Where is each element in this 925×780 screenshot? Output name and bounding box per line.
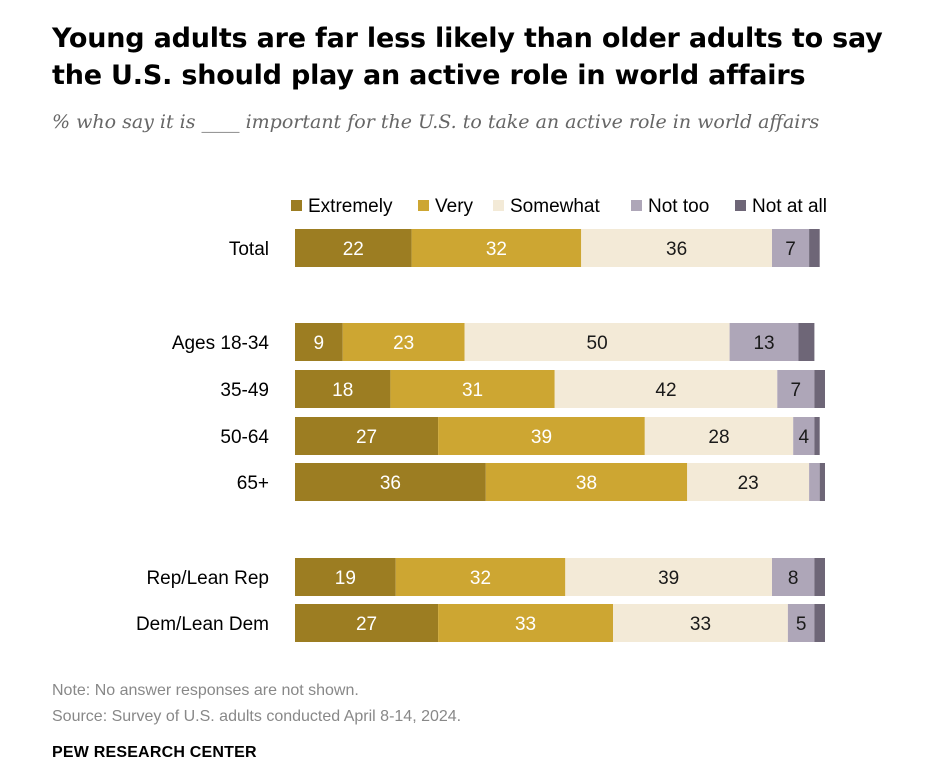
data-label-ages-18-34-very: 23 xyxy=(393,333,414,354)
legend-swatch-somewhat xyxy=(493,200,504,211)
data-label-total-very: 32 xyxy=(486,239,507,260)
legend-label-extremely: Extremely xyxy=(308,196,393,217)
bar-segment-50-64-not-at-all xyxy=(814,417,820,455)
bar-segment-35-49-not-at-all xyxy=(814,370,825,408)
data-label-35-49-somewhat: 42 xyxy=(655,380,676,401)
bar-segment-65-somewhat xyxy=(687,463,810,501)
bar-segment-rep-lean-rep-extremely xyxy=(295,558,396,596)
bar-segment-65-extremely xyxy=(295,463,486,501)
bar-segment-dem-lean-dem-not-at-all xyxy=(814,604,825,642)
bar-segment-rep-lean-rep-not-too xyxy=(772,558,815,596)
data-label-ages-18-34-somewhat: 50 xyxy=(587,333,608,354)
legend-item-not-too: Not too xyxy=(631,195,709,219)
legend-swatch-very xyxy=(418,200,429,211)
pew-research-center-credit: PEW RESEARCH CENTER xyxy=(52,744,257,761)
data-label-total-not-too: 7 xyxy=(785,239,796,260)
data-label-total-somewhat: 36 xyxy=(666,239,687,260)
bar-segment-35-49-very xyxy=(390,370,555,408)
legend-label-very: Very xyxy=(435,196,474,217)
legend-swatch-extremely xyxy=(291,200,302,211)
bar-segment-dem-lean-dem-extremely xyxy=(295,604,439,642)
bar-segment-65-not-too xyxy=(809,463,820,501)
data-label-rep-lean-rep-not-too: 8 xyxy=(788,568,799,589)
data-label-rep-lean-rep-very: 32 xyxy=(470,568,491,589)
bar-segment-50-64-not-too xyxy=(793,417,815,455)
bar-segment-dem-lean-dem-somewhat xyxy=(613,604,788,642)
chart-source: Source: Survey of U.S. adults conducted … xyxy=(52,708,462,725)
category-label-dem-lean-dem: Dem/Lean Dem xyxy=(136,614,269,635)
data-label-rep-lean-rep-somewhat: 39 xyxy=(658,568,679,589)
legend-swatch-not-at-all xyxy=(735,200,746,211)
bar-segment-65-not-at-all xyxy=(819,463,825,501)
data-label-50-64-very: 39 xyxy=(531,427,552,448)
bar-segment-dem-lean-dem-very xyxy=(438,604,613,642)
legend-label-not-at-all: Not at all xyxy=(752,196,827,217)
bar-segment-ages-18-34-very xyxy=(342,323,465,361)
bar-segment-total-very xyxy=(411,229,582,267)
bar-segment-ages-18-34-not-too xyxy=(729,323,799,361)
bar-segment-50-64-extremely xyxy=(295,417,439,455)
data-label-50-64-somewhat: 28 xyxy=(708,427,729,448)
data-label-rep-lean-rep-extremely: 19 xyxy=(335,568,356,589)
category-label-50-64: 50-64 xyxy=(220,427,269,448)
bar-segment-50-64-somewhat xyxy=(644,417,794,455)
bar-segment-50-64-very xyxy=(438,417,645,455)
bar-segment-ages-18-34-somewhat xyxy=(464,323,730,361)
data-label-35-49-very: 31 xyxy=(462,380,483,401)
data-label-total-extremely: 22 xyxy=(343,239,364,260)
bar-segment-ages-18-34-not-at-all xyxy=(798,323,815,361)
bar-segment-dem-lean-dem-not-too xyxy=(787,604,815,642)
bar-segment-rep-lean-rep-very xyxy=(395,558,566,596)
data-label-ages-18-34-extremely: 9 xyxy=(314,333,325,354)
data-label-35-49-extremely: 18 xyxy=(332,380,353,401)
data-label-65-somewhat: 23 xyxy=(738,473,759,494)
legend-item-somewhat: Somewhat xyxy=(493,195,600,219)
bar-segment-35-49-not-too xyxy=(777,370,815,408)
bar-segment-total-extremely xyxy=(295,229,412,267)
data-label-35-49-not-too: 7 xyxy=(791,380,802,401)
bar-segment-65-very xyxy=(485,463,688,501)
category-label-65: 65+ xyxy=(237,473,269,494)
bar-segment-total-not-too xyxy=(772,229,810,267)
data-label-65-extremely: 36 xyxy=(380,473,401,494)
category-label-total: Total xyxy=(229,239,269,260)
bar-segment-35-49-somewhat xyxy=(554,370,778,408)
bar-segment-total-somewhat xyxy=(581,229,772,267)
data-label-50-64-extremely: 27 xyxy=(356,427,377,448)
legend-label-not-too: Not too xyxy=(648,196,710,217)
chart-subtitle: % who say it is ____ important for the U… xyxy=(52,111,820,133)
category-label-35-49: 35-49 xyxy=(220,380,269,401)
category-label-ages-18-34: Ages 18-34 xyxy=(172,333,270,354)
data-label-50-64-not-too: 4 xyxy=(799,427,810,448)
legend-swatch-not-too xyxy=(631,200,642,211)
legend-item-not-at-all: Not at all xyxy=(735,195,827,219)
bar-segment-total-not-at-all xyxy=(809,229,820,267)
legend-item-extremely: Extremely xyxy=(291,195,392,219)
data-label-dem-lean-dem-very: 33 xyxy=(515,614,536,635)
bar-segment-rep-lean-rep-somewhat xyxy=(565,558,772,596)
data-label-dem-lean-dem-not-too: 5 xyxy=(796,614,807,635)
category-label-rep-lean-rep: Rep/Lean Rep xyxy=(146,568,269,589)
bar-segment-rep-lean-rep-not-at-all xyxy=(814,558,825,596)
chart-note: Note: No answer responses are not shown. xyxy=(52,682,359,699)
data-label-dem-lean-dem-extremely: 27 xyxy=(356,614,377,635)
data-label-dem-lean-dem-somewhat: 33 xyxy=(690,614,711,635)
legend-item-very: Very xyxy=(418,195,473,219)
data-label-65-very: 38 xyxy=(576,473,597,494)
chart-title: Young adults are far less likely than ol… xyxy=(52,23,883,91)
data-label-ages-18-34-not-too: 13 xyxy=(753,333,774,354)
legend-label-somewhat: Somewhat xyxy=(510,196,600,217)
bar-segment-ages-18-34-extremely xyxy=(295,323,343,361)
bar-segment-35-49-extremely xyxy=(295,370,391,408)
